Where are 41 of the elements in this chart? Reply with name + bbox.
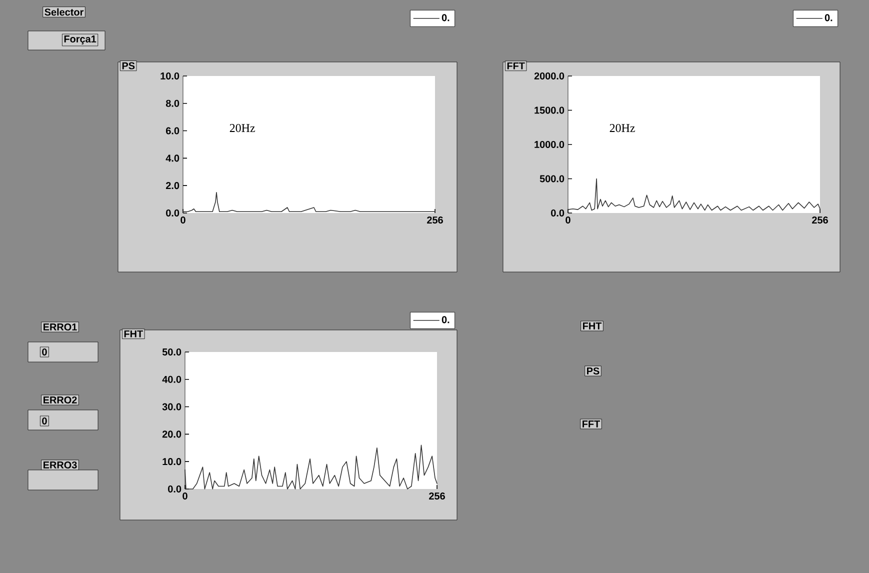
legend-label: 0. [824, 14, 832, 22]
text: PS [587, 367, 600, 375]
x-tick-label: 0 [180, 216, 186, 224]
x-tick-label: 0 [566, 216, 570, 224]
line-series [568, 178, 820, 211]
y-tick-label: 6.0 [166, 127, 180, 134]
text: 0 [42, 348, 47, 356]
y-tick-label: 0.0 [166, 209, 180, 217]
annotation: 20Hz [610, 124, 635, 132]
text: Força1 [64, 36, 96, 44]
y-tick-label: 20.0 [162, 430, 182, 438]
y-tick-label: 50.0 [162, 348, 182, 356]
x-tick-label: 256 [429, 492, 445, 500]
text: Selector [44, 8, 84, 16]
y-tick-label: 2000.0 [534, 72, 564, 80]
text: FHT [582, 322, 602, 330]
x-tick-label: 256 [427, 216, 443, 224]
y-tick-label: 0.0 [551, 209, 564, 217]
text: FFT [582, 420, 600, 428]
y-tick-label: 8.0 [166, 100, 180, 107]
y-tick-label: 40.0 [162, 376, 182, 383]
text: ERRO2 [44, 396, 77, 404]
y-tick-label: 0.0 [168, 485, 182, 493]
y-tick-label: 30.0 [162, 403, 182, 410]
legend-label: 0. [442, 316, 450, 324]
y-tick-label: 2.0 [166, 182, 180, 190]
annotation: 20Hz [230, 124, 255, 132]
y-tick-label: 1500.0 [534, 106, 564, 114]
y-tick-label: 4.0 [166, 154, 180, 162]
y-tick-label: 10.0 [160, 72, 180, 80]
y-tick-label: 500.0 [540, 175, 564, 182]
text: ERRO1 [44, 323, 77, 331]
chart-title: FFT [507, 62, 525, 70]
chart-title: PS [122, 62, 135, 70]
legend-label: 0. [442, 14, 450, 22]
y-tick-label: 1000.0 [534, 140, 564, 148]
x-tick-label: 256 [812, 216, 828, 224]
text: ERRO3 [44, 461, 77, 469]
text: 0 [42, 417, 47, 425]
chart-title: FHT [124, 330, 143, 338]
y-tick-label: 10.0 [162, 458, 182, 466]
